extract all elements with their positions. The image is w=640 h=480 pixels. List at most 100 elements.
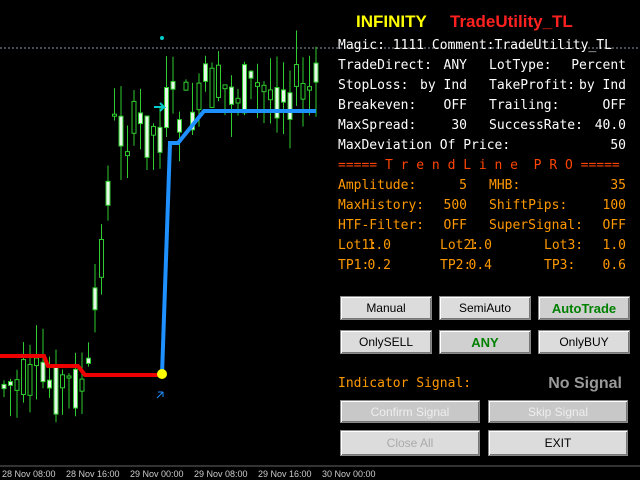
blue-trendline: [160, 109, 316, 376]
candle-body: [144, 115, 150, 158]
setting-value: OFF: [443, 218, 467, 233]
candle-body: [248, 70, 254, 79]
candle-body: [1, 383, 7, 390]
candles: [1, 30, 319, 423]
candle-body: [177, 119, 182, 133]
setting-label: Lot2:: [440, 238, 480, 253]
title: INFINITY: [356, 12, 427, 31]
subtitle: TradeUtility_TL: [450, 12, 573, 31]
red-trendline: [0, 354, 162, 377]
candle-body: [66, 375, 72, 379]
setting-label: MHB:: [489, 178, 521, 193]
setting-label: LotType:: [489, 58, 552, 73]
setting-value: 5: [459, 178, 467, 193]
button[interactable]: Manual: [340, 296, 432, 320]
candle-body: [209, 67, 215, 108]
setting-value: by Ind: [420, 78, 467, 93]
candle-body: [14, 379, 20, 391]
button[interactable]: ANY: [439, 330, 531, 354]
candle-body: [229, 86, 234, 105]
section-header: ===== T r e n d L i n e P R O =====: [338, 158, 620, 173]
time-label: 29 Nov 00:00: [130, 469, 184, 479]
setting-value: 35: [610, 178, 626, 193]
candle-body: [242, 64, 247, 114]
setting-value: 1.0: [468, 238, 492, 253]
candle-body: [21, 359, 26, 395]
button[interactable]: Skip Signal: [488, 400, 628, 423]
candle-body: [196, 82, 202, 111]
setting-value: OFF: [443, 98, 467, 113]
setting-label: SuccessRate:: [489, 118, 583, 133]
candle-body: [73, 368, 78, 409]
candle-body: [216, 64, 221, 98]
button[interactable]: SemiAuto: [439, 296, 531, 320]
candle-body: [183, 81, 189, 91]
setting-label: MaxSpread:: [338, 118, 417, 133]
setting-value: 1.0: [367, 238, 391, 253]
button[interactable]: AutoTrade: [538, 296, 630, 320]
candle-body: [261, 84, 267, 93]
setting-value: by Ind: [579, 78, 626, 93]
candle-body: [268, 89, 273, 101]
setting-label: MaxHistory:: [338, 198, 425, 213]
button[interactable]: Close All: [340, 430, 480, 456]
setting-value: 100: [602, 198, 626, 213]
button[interactable]: OnlySELL: [340, 330, 432, 354]
button[interactable]: EXIT: [488, 430, 628, 456]
candle-body: [151, 125, 156, 136]
candle-body: [287, 92, 293, 120]
candle-body: [138, 112, 143, 125]
setting-label: Breakeven:: [338, 98, 417, 113]
candle-body: [281, 89, 286, 103]
setting-label: TP1:: [338, 258, 370, 273]
time-label: 29 Nov 08:00: [194, 469, 248, 479]
candle-body: [157, 126, 163, 153]
candle-body: [60, 374, 65, 389]
button[interactable]: OnlyBUY: [538, 330, 630, 354]
button[interactable]: Confirm Signal: [340, 400, 480, 423]
candle-body: [8, 381, 13, 386]
candle-body: [118, 115, 124, 147]
setting-value: 1.0: [602, 238, 626, 253]
setting-label: Lot1:: [338, 238, 378, 253]
setting-value: 0.4: [468, 258, 492, 273]
setting-label: Amplitude:: [338, 178, 417, 193]
setting-value: 40.0: [594, 118, 626, 133]
candle-body: [300, 82, 306, 100]
candle-body: [131, 100, 137, 134]
candle-body: [294, 64, 299, 87]
setting-value: OFF: [602, 98, 626, 113]
setting-value: 0.2: [367, 258, 391, 273]
candle-body: [125, 151, 130, 157]
candle-body: [112, 113, 117, 117]
setting-label: SuperSignal:: [489, 218, 583, 233]
candle-body: [235, 97, 241, 104]
time-label: 28 Nov 16:00: [66, 469, 120, 479]
setting-label: Lot3:: [544, 238, 584, 253]
arrow-marker: [156, 391, 164, 399]
candle-body: [34, 357, 39, 367]
candle-body: [203, 63, 208, 82]
setting-value: 50: [610, 138, 626, 153]
time-label: 28 Nov 08:00: [2, 469, 56, 479]
candle-body: [86, 357, 91, 364]
candle-body: [99, 238, 104, 278]
setting-label: HTF-Filter:: [338, 218, 425, 233]
time-label: 30 Nov 00:00: [322, 469, 376, 479]
setting-label: ShiftPips:: [489, 198, 568, 213]
setting-value: 0.6: [602, 258, 626, 273]
setting-value: Percent: [571, 58, 626, 73]
candle-body: [170, 80, 176, 90]
setting-label: TradeDirect:: [338, 58, 432, 73]
candle-body: [255, 82, 260, 87]
candle-body: [313, 62, 319, 83]
candle-body: [307, 86, 312, 91]
signal-label: Indicator Signal:: [338, 376, 472, 391]
setting-label: Magic: 1111 Comment:TradeUtility_TL: [338, 38, 612, 53]
setting-label: Trailing:: [489, 98, 560, 113]
candle-body: [27, 363, 33, 396]
setting-value: OFF: [602, 218, 626, 233]
candle-body: [79, 378, 85, 392]
